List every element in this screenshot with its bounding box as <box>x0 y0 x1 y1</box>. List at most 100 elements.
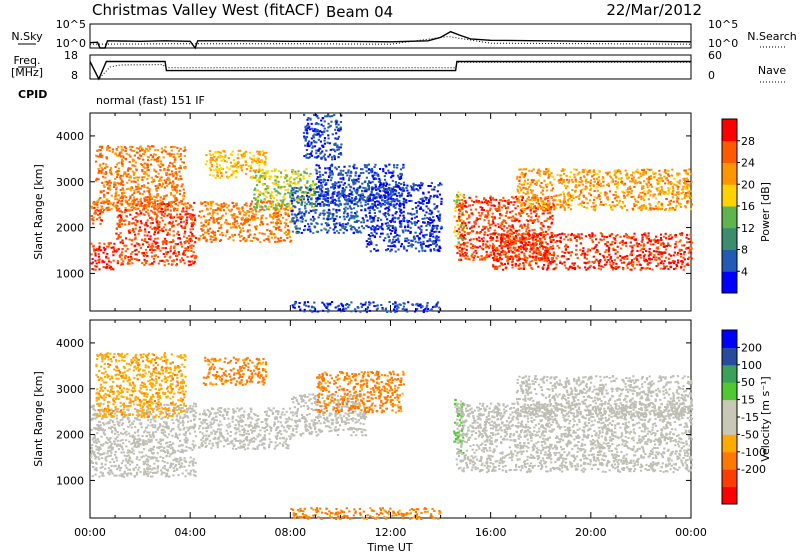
power-cell <box>260 161 264 164</box>
power-cell <box>402 189 406 192</box>
power-cell <box>602 256 606 259</box>
power-cell <box>169 204 173 207</box>
power-cell <box>257 195 260 198</box>
power-cell <box>116 198 119 201</box>
power-cell <box>182 252 185 255</box>
power-cell <box>373 202 376 205</box>
power-cell <box>263 172 266 175</box>
power-cell <box>499 199 503 202</box>
power-cell <box>312 145 315 148</box>
power-cell <box>293 220 296 223</box>
power-cell <box>121 240 124 243</box>
power-cell <box>475 252 478 255</box>
power-cell <box>319 175 322 178</box>
power-cell <box>569 265 572 268</box>
power-cell <box>129 145 132 148</box>
power-cell <box>165 194 168 197</box>
power-cell <box>129 175 132 178</box>
power-cell <box>120 161 123 164</box>
power-cell <box>151 218 154 221</box>
power-cell <box>142 251 145 254</box>
power-cell <box>137 243 140 246</box>
power-cell <box>95 265 98 268</box>
power-cell <box>149 217 152 219</box>
power-cell <box>131 200 134 203</box>
power-cell <box>411 208 414 210</box>
power-cell <box>171 170 174 173</box>
power-cell <box>427 201 430 204</box>
power-cell <box>355 219 358 222</box>
power-cell <box>105 156 108 159</box>
power-cell <box>101 145 104 148</box>
power-cell <box>519 247 522 250</box>
power-cell <box>503 242 506 245</box>
power-cell <box>361 197 364 200</box>
power-cell <box>253 193 256 196</box>
power-cell <box>516 197 519 200</box>
power-cell <box>123 195 127 198</box>
power-cell <box>116 262 119 265</box>
power-cell <box>542 212 545 215</box>
power-cell <box>642 266 645 269</box>
power-cell <box>96 200 99 203</box>
power-cell <box>470 199 474 202</box>
power-cell <box>503 199 506 202</box>
power-cell <box>143 176 146 179</box>
power-cell <box>99 212 102 215</box>
power-cell <box>133 189 136 192</box>
power-cell <box>306 145 309 147</box>
power-cell <box>504 253 507 256</box>
power-cell <box>641 236 644 239</box>
power-cell <box>347 171 350 174</box>
power-cell <box>321 133 324 136</box>
power-cell <box>313 192 316 195</box>
power-cell <box>159 178 162 181</box>
power-cell <box>400 225 403 228</box>
power-cell <box>373 228 376 230</box>
power-cell <box>397 216 400 219</box>
power-cell <box>433 248 436 250</box>
power-cell <box>652 250 656 253</box>
power-cell <box>210 165 213 168</box>
power-cell <box>458 250 461 252</box>
power-cell <box>488 255 491 258</box>
power-cell <box>233 213 236 215</box>
power-cell <box>99 208 102 211</box>
power-cell <box>408 200 411 202</box>
power-cell <box>494 268 497 270</box>
power-cell <box>378 185 381 188</box>
power-cell <box>364 208 367 211</box>
power-cell <box>382 194 386 197</box>
power-cell <box>194 241 197 244</box>
power-cell <box>179 218 183 221</box>
power-cell <box>515 219 518 222</box>
power-cell <box>170 146 173 149</box>
power-cell <box>338 184 342 187</box>
power-cell <box>471 247 474 250</box>
power-cell <box>221 155 224 158</box>
power-cell <box>143 253 146 256</box>
power-cell <box>120 262 123 265</box>
power-cell <box>675 263 678 266</box>
power-cell <box>396 194 399 197</box>
power-cell <box>98 268 101 271</box>
power-cell <box>267 205 270 208</box>
power-cell <box>475 195 478 198</box>
power-cell <box>96 218 99 221</box>
power-cell <box>488 254 491 257</box>
power-cell <box>134 258 137 261</box>
power-cell <box>146 169 149 172</box>
power-cell <box>119 202 122 205</box>
power-cell <box>378 225 381 228</box>
power-cell <box>391 172 394 175</box>
power-cell <box>317 216 320 219</box>
power-cell <box>233 163 236 166</box>
power-cell <box>325 218 328 221</box>
power-cell <box>384 212 387 215</box>
power-cell <box>337 129 340 132</box>
power-cell <box>236 207 239 210</box>
power-cell <box>537 198 540 201</box>
power-cell <box>370 228 373 231</box>
power-cell <box>314 130 317 133</box>
power-cell <box>279 192 282 195</box>
